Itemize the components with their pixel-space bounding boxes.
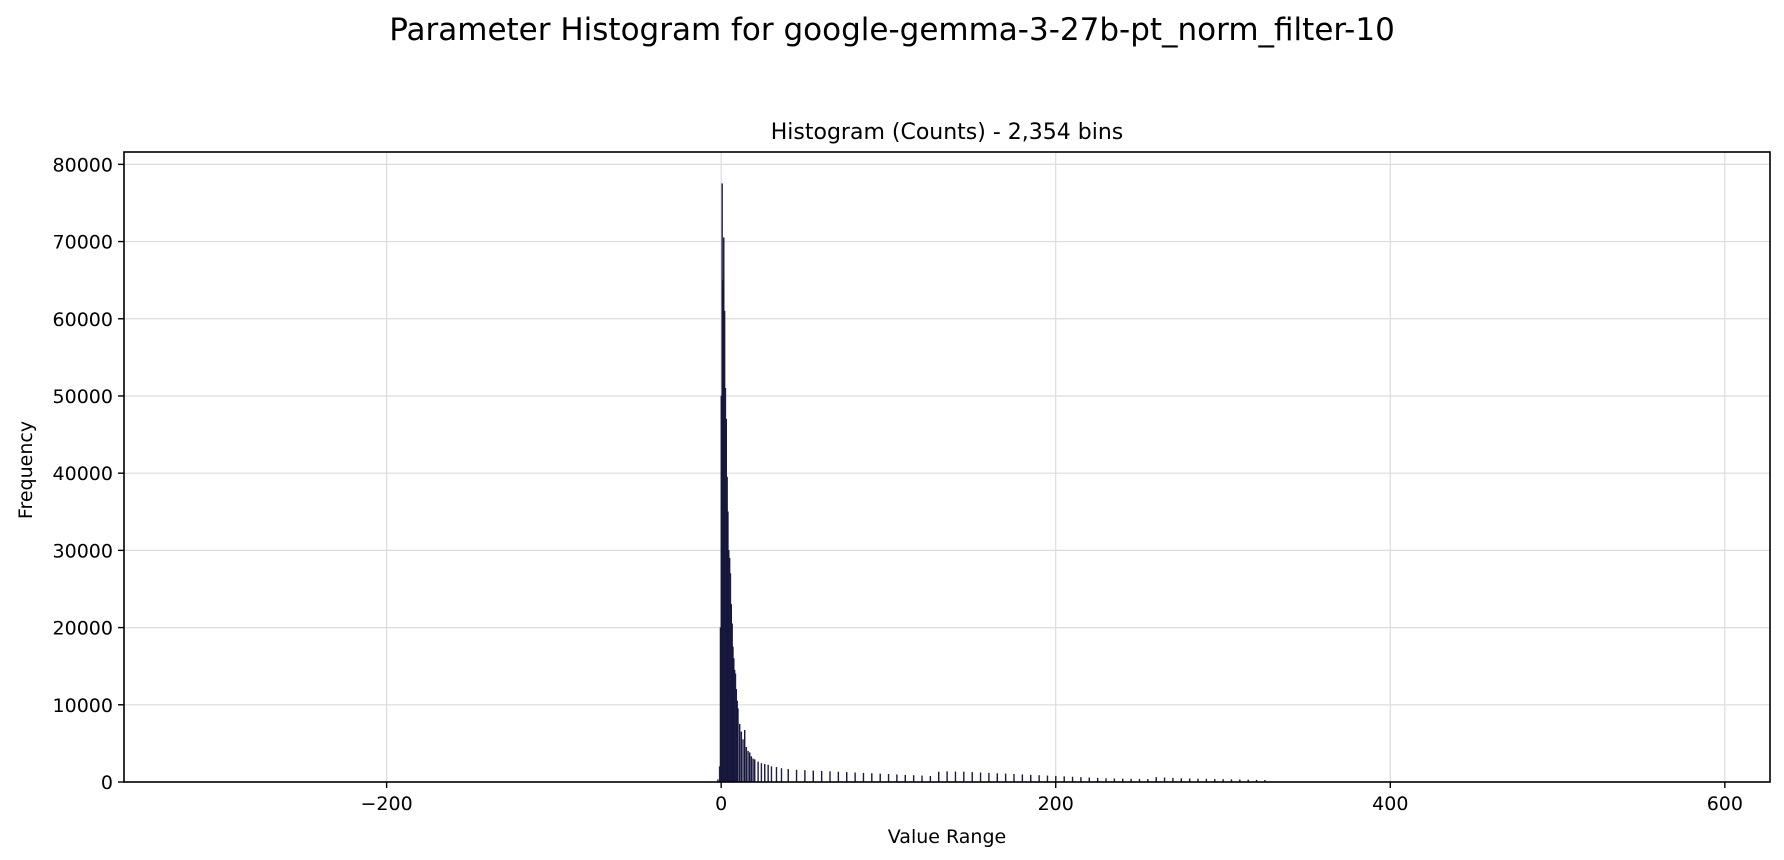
histogram-bar (963, 771, 965, 783)
histogram-bar (795, 769, 798, 783)
histogram-bar (829, 771, 831, 783)
histogram-bar (1046, 775, 1049, 783)
x-tick-label: 200 (1038, 793, 1074, 815)
histogram-bar (879, 773, 881, 783)
histogram-bar (1030, 774, 1032, 783)
x-tick-label: 0 (715, 793, 727, 815)
histogram-bar (988, 772, 990, 783)
histogram-bar (740, 731, 743, 783)
histogram-bar (854, 772, 856, 783)
y-tick-label: 30000 (53, 540, 113, 562)
histogram-bar (767, 764, 769, 783)
x-axis-ticks: −200 0 200 400 600 (361, 782, 1743, 815)
y-tick-label: 80000 (53, 154, 113, 176)
histogram-bar (1004, 773, 1007, 783)
histogram-bar (752, 758, 754, 783)
histogram-bar (929, 775, 932, 783)
histogram-bar (862, 772, 865, 783)
histogram-bar (760, 763, 763, 783)
histogram-bar (904, 774, 906, 783)
histogram-bar (770, 766, 773, 783)
histogram-bar (787, 769, 789, 783)
histogram-bar (738, 723, 741, 783)
histogram-bar (820, 770, 823, 783)
x-axis-label: Value Range (888, 826, 1006, 848)
grid-lines (124, 152, 1770, 783)
y-tick-label: 10000 (53, 695, 113, 717)
histogram-bar (887, 774, 890, 783)
histogram-bar (1063, 776, 1065, 783)
histogram-bar (750, 756, 753, 783)
y-axis-label: Frequency (15, 421, 37, 519)
y-tick-label: 50000 (53, 386, 113, 408)
histogram-bar (1055, 775, 1057, 783)
y-tick-label: 20000 (53, 618, 113, 640)
histogram-bar (846, 772, 848, 783)
figure-title: Parameter Histogram for google-gemma-3-2… (389, 12, 1395, 48)
histogram-bar (954, 771, 957, 783)
histogram-bar (743, 730, 746, 783)
y-tick-label: 70000 (53, 232, 113, 254)
x-tick-label: 400 (1372, 793, 1408, 815)
histogram-bar (742, 739, 744, 783)
histogram-bar (996, 773, 998, 783)
x-tick-label: −200 (361, 793, 413, 815)
histogram-bar (1038, 775, 1040, 783)
histogram-bar (896, 774, 898, 783)
y-tick-label: 40000 (53, 463, 113, 485)
histogram-bar (757, 761, 759, 783)
histogram-bar (737, 708, 739, 783)
y-tick-label: 0 (101, 772, 113, 794)
x-tick-label: 600 (1707, 793, 1743, 815)
y-axis-ticks: 0 10000 20000 30000 40000 50000 60000 70000 8000… (53, 154, 124, 794)
histogram-bar (745, 747, 748, 783)
histogram-bar (1013, 774, 1015, 783)
histogram-bar (780, 768, 783, 783)
histogram-bars (717, 183, 1266, 783)
histogram-bar (747, 750, 749, 783)
axes-title: Histogram (Counts) - 2,354 bins (771, 120, 1123, 145)
histogram-bar (1021, 774, 1024, 783)
histogram-bar (971, 772, 973, 783)
histogram-bar (946, 771, 948, 783)
histogram-bar (921, 775, 923, 783)
histogram-bar (938, 771, 940, 783)
histogram-bar (837, 771, 840, 783)
histogram-bar (912, 775, 915, 783)
histogram-bar (812, 770, 814, 783)
plot-frame (123, 151, 1771, 783)
histogram-bar (749, 752, 751, 783)
histogram-bar (775, 767, 778, 783)
histogram-bar (764, 763, 766, 783)
histogram-bar (979, 772, 982, 783)
histogram-bar (871, 773, 873, 783)
histogram-bar (804, 770, 806, 783)
histogram-bar (754, 759, 756, 783)
y-tick-label: 60000 (53, 309, 113, 331)
